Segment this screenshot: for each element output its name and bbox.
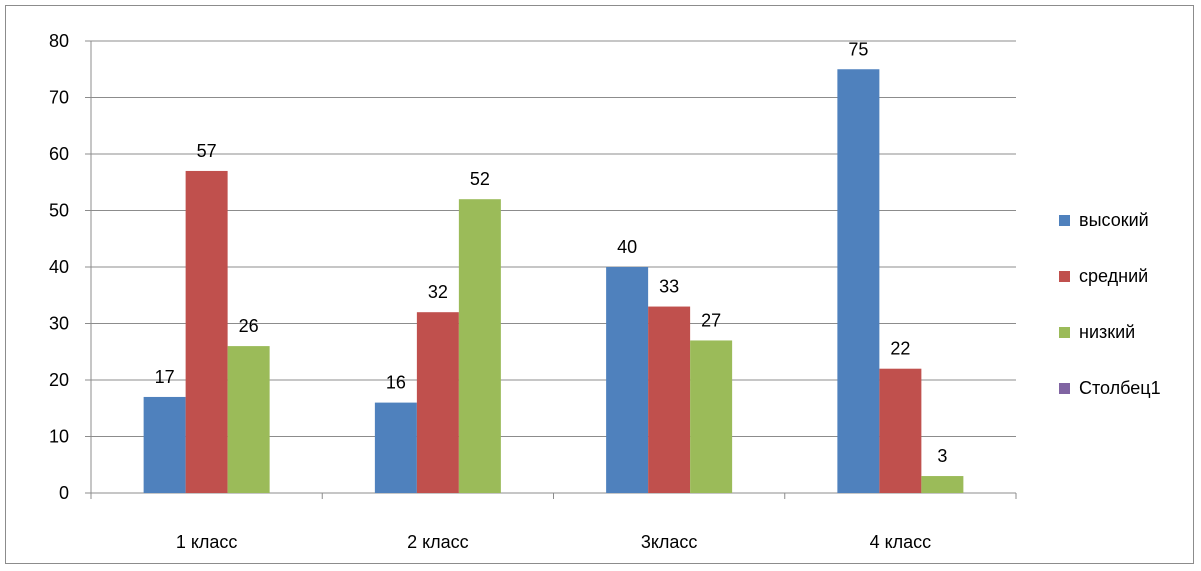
data-label: 52 [470,169,490,189]
y-tick-label: 40 [49,257,69,277]
bar [374,402,417,493]
y-tick-label: 60 [49,144,69,164]
data-label: 22 [890,339,910,359]
y-tick-label: 30 [49,314,69,334]
legend-label: низкий [1079,322,1135,342]
data-label: 40 [617,237,637,257]
data-label: 17 [155,367,175,387]
bar-chart: 0 10 20 30 40 50 60 70 80 1 класс 17 57 26 2 класс 16 3… [49,31,1161,552]
y-tick-label: 80 [49,31,69,51]
y-tick-label: 70 [49,88,69,108]
data-label: 57 [197,141,217,161]
data-label: 3 [937,446,947,466]
legend-label: высокий [1079,210,1149,230]
bar [185,170,228,493]
bar [648,306,691,493]
x-tick-label: 1 класс [176,532,238,552]
bar [879,368,922,493]
bar [837,69,880,493]
y-tick-label: 10 [49,427,69,447]
data-label: 27 [701,310,721,330]
bar [690,340,733,493]
bar [227,346,270,493]
legend-label: средний [1079,266,1148,286]
bar [416,312,459,493]
bar [606,267,649,493]
bar [921,476,964,493]
y-tick-label: 20 [49,370,69,390]
y-tick-label: 0 [59,483,69,503]
x-tick-label: 4 класс [870,532,932,552]
x-tick-label: 2 класс [407,532,469,552]
bar [458,199,501,493]
data-label: 33 [659,277,679,297]
legend-swatch [1059,271,1070,282]
legend-swatch [1059,327,1070,338]
bar [143,396,186,493]
data-label: 26 [239,316,259,336]
legend-swatch [1059,383,1070,394]
data-label: 16 [386,373,406,393]
chart-area: 0 10 20 30 40 50 60 70 80 1 класс 17 57 26 2 класс 16 3… [5,5,1194,564]
data-label: 32 [428,282,448,302]
data-label: 75 [848,39,868,59]
x-tick-label: 3класс [641,532,698,552]
y-tick-label: 50 [49,201,69,221]
legend-label: Столбец1 [1079,378,1161,398]
legend-swatch [1059,215,1070,226]
